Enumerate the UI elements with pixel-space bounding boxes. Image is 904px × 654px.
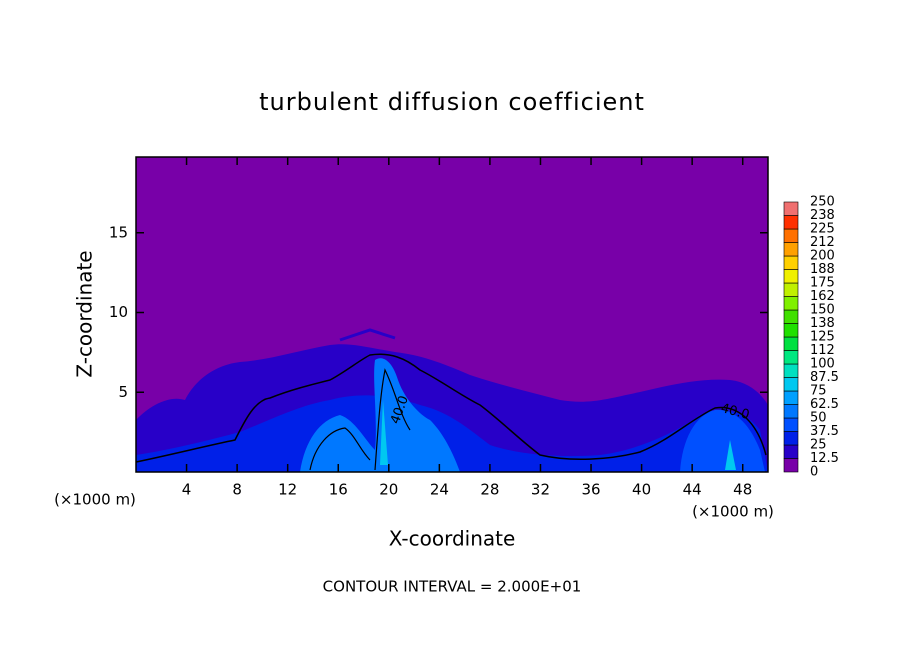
axis-unit-label: (×1000 m) <box>692 503 774 521</box>
y-tick-label: 10 <box>109 303 128 321</box>
x-axis-label: X-coordinate <box>389 527 516 551</box>
y-tick-label: 5 <box>118 383 128 401</box>
colorbar-box <box>783 296 799 311</box>
colorbar-label: 100 <box>810 357 835 372</box>
x-tick-label: 36 <box>581 481 600 499</box>
colorbar-box <box>783 323 799 338</box>
colorbar-label: 250 <box>810 195 835 210</box>
colorbar-label: 125 <box>810 330 835 345</box>
colorbar-box <box>783 255 799 270</box>
field <box>135 157 768 472</box>
colorbar-box <box>783 282 799 297</box>
colorbar-box <box>783 201 799 216</box>
x-tick-label: 28 <box>480 481 499 499</box>
colorbar-box <box>783 336 799 351</box>
field-region <box>339 328 396 342</box>
x-tick-label: 24 <box>430 481 449 499</box>
axis-unit-label: (×1000 m) <box>54 491 136 509</box>
colorbar-label: 225 <box>810 222 835 237</box>
x-tick-label: 32 <box>531 481 550 499</box>
y-tick-label: 15 <box>109 223 128 241</box>
x-tick-label: 44 <box>683 481 702 499</box>
y-axis-label: Z-coordinate <box>73 250 97 377</box>
x-tick-label: 40 <box>632 481 651 499</box>
colorbar-label: 75 <box>810 384 827 399</box>
colorbar-box <box>783 458 799 473</box>
footer-note: CONTOUR INTERVAL = 2.000E+01 <box>323 578 582 596</box>
colorbar-box <box>783 377 799 392</box>
colorbar-box <box>783 350 799 365</box>
colorbar-label: 138 <box>810 316 835 331</box>
colorbar-label: 112 <box>810 343 835 358</box>
colorbar-box <box>783 431 799 446</box>
colorbar-box <box>783 269 799 284</box>
colorbar-label: 188 <box>810 262 835 277</box>
colorbar-box <box>783 390 799 405</box>
contour-label: 40.0 <box>719 401 751 423</box>
colorbar-box <box>783 444 799 459</box>
colorbar-label: 175 <box>810 276 835 291</box>
colorbar-label: 50 <box>810 411 827 426</box>
x-tick-label: 20 <box>379 481 398 499</box>
x-tick-label: 4 <box>182 481 192 499</box>
x-tick-label: 12 <box>278 481 297 499</box>
field-region <box>136 395 768 472</box>
colorbar-label: 162 <box>810 289 835 304</box>
x-tick-label: 8 <box>232 481 242 499</box>
colorbar-label: 0 <box>810 465 818 480</box>
colorbar-label: 37.5 <box>810 424 839 439</box>
field-region <box>300 358 460 472</box>
field-region <box>680 409 765 472</box>
colorbar-label: 87.5 <box>810 370 839 385</box>
colorbar-box <box>783 363 799 378</box>
x-tick-label: 48 <box>733 481 752 499</box>
x-tick-label: 16 <box>329 481 348 499</box>
colorbar-label: 62.5 <box>810 397 839 412</box>
colorbar-box <box>783 309 799 324</box>
colorbar-box <box>783 215 799 230</box>
colorbar-label: 200 <box>810 249 835 264</box>
colorbar-box <box>783 404 799 419</box>
colorbar-label: 25 <box>810 438 827 453</box>
colorbar-label: 238 <box>810 208 835 223</box>
colorbar-box <box>783 228 799 243</box>
contour-line <box>309 368 411 471</box>
chart-title: turbulent diffusion coefficient <box>259 88 645 116</box>
colorbar-box <box>783 242 799 257</box>
colorbar-label: 12.5 <box>810 451 839 466</box>
colorbar-box <box>783 417 799 432</box>
colorbar-label: 212 <box>810 235 835 250</box>
plot-frame <box>135 156 769 473</box>
colorbar-label: 150 <box>810 303 835 318</box>
contour-line <box>135 353 767 463</box>
